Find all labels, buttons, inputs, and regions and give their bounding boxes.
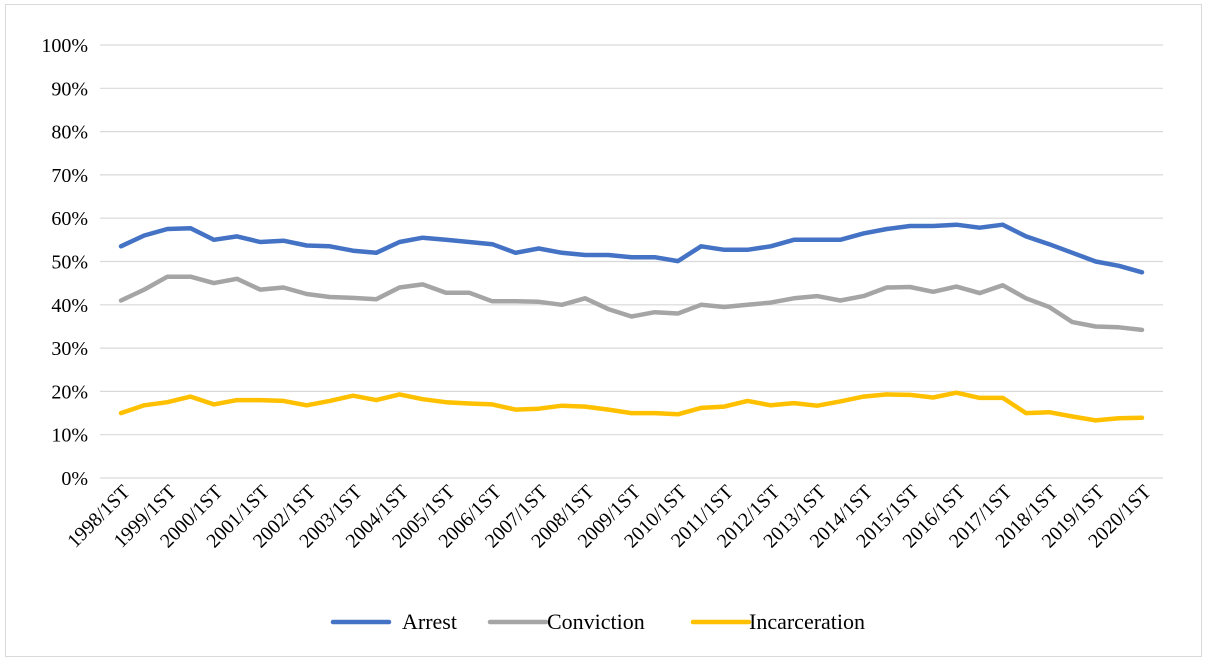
y-tick-label: 30% bbox=[51, 338, 88, 360]
legend-label-conviction: Conviction bbox=[547, 609, 645, 634]
y-tick-label: 40% bbox=[51, 295, 88, 317]
y-tick-label: 90% bbox=[51, 78, 88, 100]
y-tick-label: 20% bbox=[51, 381, 88, 403]
y-tick-label: 50% bbox=[51, 252, 88, 274]
y-tick-label: 0% bbox=[61, 468, 88, 490]
y-tick-label: 70% bbox=[51, 165, 88, 187]
series-line-conviction bbox=[118, 274, 1145, 333]
legend-label-incarceration: Incarceration bbox=[749, 609, 865, 634]
series-line-incarceration bbox=[118, 390, 1145, 423]
y-tick-label: 80% bbox=[51, 122, 88, 144]
y-tick-label: 10% bbox=[51, 425, 88, 447]
series-line-arrest bbox=[118, 222, 1145, 275]
y-tick-label: 100% bbox=[41, 35, 88, 57]
y-tick-label: 60% bbox=[51, 208, 88, 230]
legend-label-arrest: Arrest bbox=[402, 609, 457, 634]
chart-frame bbox=[5, 4, 1202, 657]
